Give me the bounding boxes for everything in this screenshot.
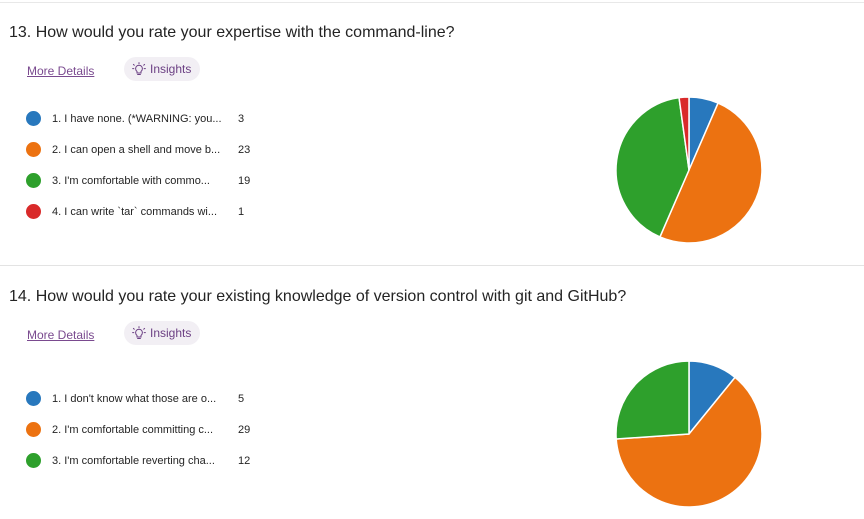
more-details-link[interactable]: More Details (27, 328, 95, 342)
legend-label: 1. I don't know what those are o... (52, 392, 217, 405)
legend-count: 23 (238, 143, 251, 156)
insights-label: Insights (150, 326, 192, 340)
legend-swatch (26, 111, 41, 126)
legend-count: 1 (238, 205, 245, 218)
pie-slice[interactable] (615, 360, 690, 440)
legend-label: 1. I have none. (*WARNING: you... (52, 112, 222, 125)
legend-item: 2. I'm comfortable committing c... 29 (26, 414, 250, 445)
legend-item: 2. I can open a shell and move b... 23 (26, 134, 250, 165)
pie-slice[interactable] (659, 102, 763, 244)
lightbulb-icon (132, 326, 146, 340)
legend-swatch (26, 391, 41, 406)
lightbulb-icon (132, 62, 146, 76)
question-title: 13. How would you rate your expertise wi… (9, 24, 455, 41)
legend-item: 1. I don't know what those are o... 5 (26, 383, 250, 414)
more-details-link[interactable]: More Details (27, 64, 95, 78)
legend-label: 3. I'm comfortable reverting cha... (52, 454, 215, 467)
legend-swatch (26, 422, 41, 437)
legend-count: 12 (238, 454, 251, 467)
insights-label: Insights (150, 62, 192, 76)
pie-chart (614, 95, 764, 245)
legend-count: 19 (238, 174, 251, 187)
legend-swatch (26, 173, 41, 188)
question-title: 14. How would you rate your existing kno… (9, 288, 627, 305)
legend-count: 29 (238, 423, 251, 436)
legend-swatch (26, 453, 41, 468)
legend-swatch (26, 142, 41, 157)
question-13-card: 13. How would you rate your expertise wi… (0, 4, 864, 266)
legend-count: 5 (238, 392, 245, 405)
legend-label: 2. I can open a shell and move b... (52, 143, 221, 156)
legend-item: 3. I'm comfortable reverting cha... 12 (26, 445, 250, 476)
legend-item: 4. I can write `tar` commands wi... 1 (26, 196, 250, 227)
question-14-card: 14. How would you rate your existing kno… (0, 268, 864, 519)
chart-legend: 1. I have none. (*WARNING: you... 3 2. I… (26, 103, 250, 227)
pie-chart (614, 359, 764, 509)
top-divider (0, 2, 864, 3)
insights-button[interactable]: Insights (124, 57, 201, 81)
legend-item: 3. I'm comfortable with commo... 19 (26, 165, 250, 196)
legend-item: 1. I have none. (*WARNING: you... 3 (26, 103, 250, 134)
insights-button[interactable]: Insights (124, 321, 201, 345)
legend-label: 3. I'm comfortable with commo... (52, 174, 210, 187)
pie-slice[interactable] (678, 96, 690, 171)
section-divider (0, 265, 864, 266)
legend-count: 3 (238, 112, 245, 125)
pie-slice[interactable] (615, 376, 763, 508)
chart-legend: 1. I don't know what those are o... 5 2.… (26, 383, 250, 476)
legend-swatch (26, 204, 41, 219)
legend-label: 4. I can write `tar` commands wi... (52, 205, 218, 218)
pie-slice[interactable] (615, 96, 690, 238)
legend-label: 2. I'm comfortable committing c... (52, 423, 214, 436)
